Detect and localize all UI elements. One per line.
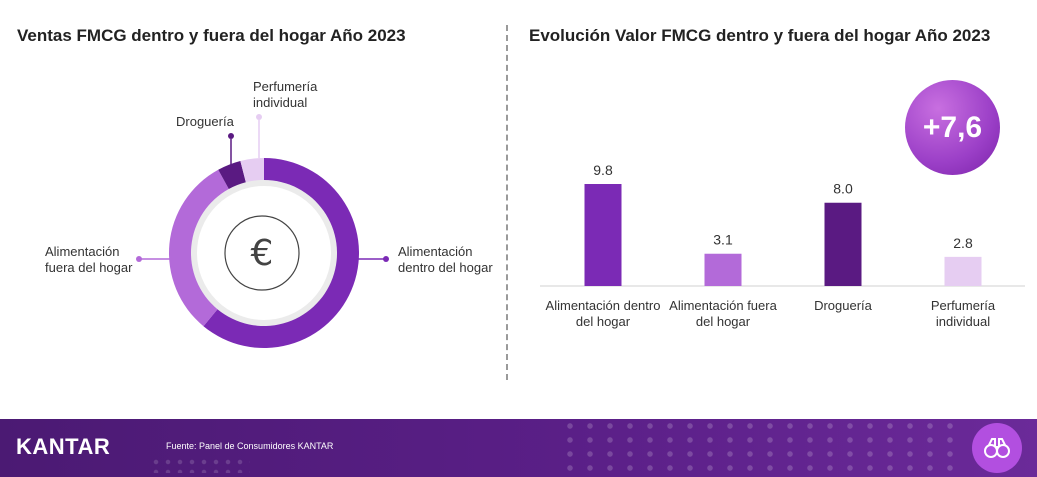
x-tick-label: Alimentación dentro del hogar	[546, 298, 661, 329]
footer-dot-pattern	[560, 419, 960, 477]
bar-value-label: 2.8	[953, 235, 973, 251]
left-chart-title: Ventas FMCG dentro y fuera del hogar Año…	[17, 26, 406, 45]
label-drogueria: Droguería	[176, 114, 234, 129]
bar-chart-svg: 9.8 3.1 8.0 2.8 Alimentación dentro del hogar…	[540, 162, 1025, 329]
slice-alimentacion-fuera	[169, 169, 229, 327]
footer: KANTAR Fuente: Panel de Consumidores KAN…	[0, 419, 1037, 477]
label-perfumeria: Perfumería individual	[253, 79, 318, 110]
label-alimentacion-fuera: Alimentación fuera del hogar	[45, 244, 133, 275]
x-tick-label: Perfumería individual	[931, 298, 996, 329]
bar-value-label: 8.0	[833, 181, 853, 197]
source-note: Fuente: Panel de Consumidores KANTAR	[166, 441, 334, 451]
leader-dentro-dot	[383, 256, 389, 262]
bar-value-label: 9.8	[593, 162, 613, 178]
donut-inner-shadow	[191, 180, 337, 326]
euro-icon	[224, 215, 300, 291]
x-tick-label: Alimentación fuera del hogar	[669, 298, 777, 329]
donut-chart-svg: €	[136, 114, 389, 348]
bar-4	[944, 256, 982, 286]
kantar-logo: KANTAR	[16, 434, 111, 459]
leader-fuera-dot	[136, 256, 142, 262]
growth-badge: +7,6	[905, 80, 1000, 175]
footer-dot-pattern-small	[150, 457, 250, 473]
label-alimentacion-dentro: Alimentación dentro del hogar	[398, 244, 493, 275]
donut-chart: € Droguería Perfumería individual Alimen…	[0, 0, 506, 410]
right-chart-title: Evolución Valor FMCG dentro y fuera del …	[529, 26, 991, 45]
euro-symbol: €	[251, 233, 274, 274]
bar-3	[824, 202, 862, 286]
bar-chart: 9.8 3.1 8.0 2.8 Alimentación dentro del hogar…	[510, 0, 1037, 410]
leader-drogueria-dot	[228, 133, 234, 139]
leader-perfumeria-dot	[256, 114, 262, 120]
section-divider	[506, 25, 508, 380]
bar-1	[584, 184, 622, 286]
slice-alimentacion-dentro	[203, 158, 359, 348]
binoculars-icon[interactable]	[972, 423, 1022, 473]
slice-drogueria	[218, 160, 246, 190]
x-tick-label: Droguería	[814, 298, 873, 313]
slice-perfumeria	[240, 158, 264, 183]
bar-2	[704, 253, 742, 286]
bar-value-label: 3.1	[713, 232, 733, 248]
